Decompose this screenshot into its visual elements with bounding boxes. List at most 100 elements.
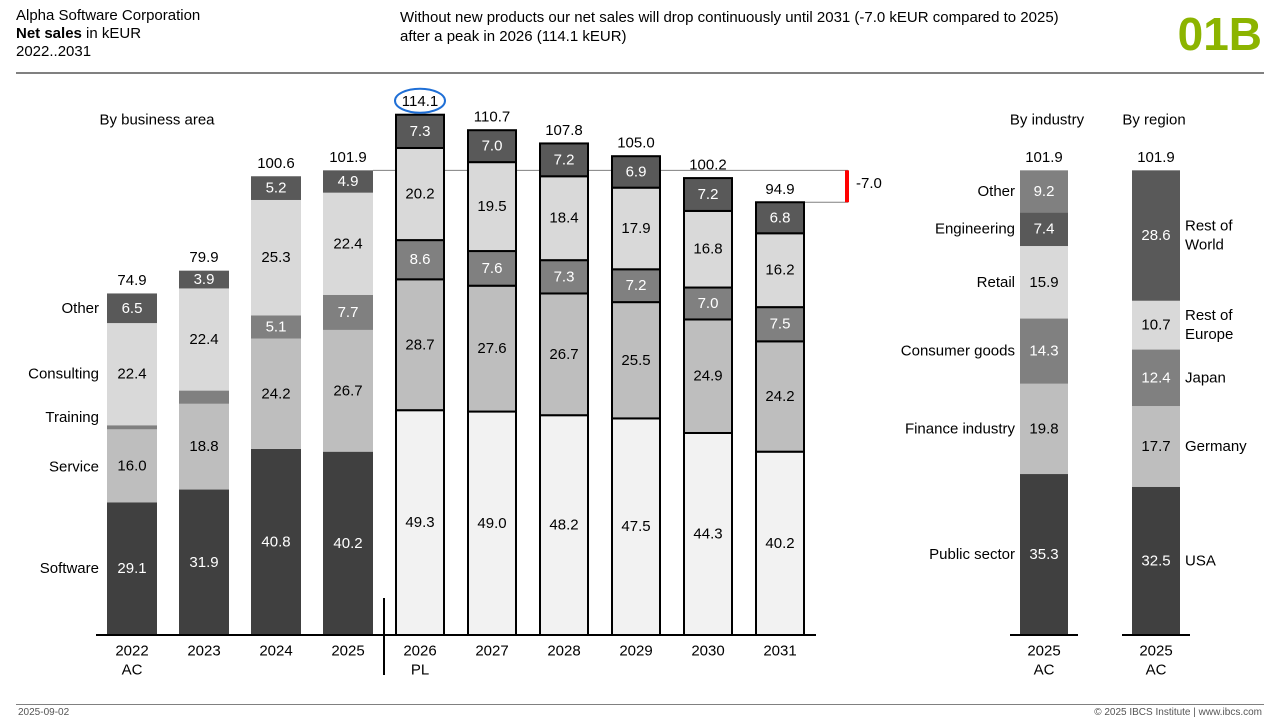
- data-label: 7.0: [482, 138, 503, 155]
- bar-segment-consulting: [323, 192, 373, 295]
- total-label: 105.0: [617, 135, 655, 152]
- data-label: 7.0: [698, 295, 719, 312]
- bar-segment-germany: [1132, 406, 1180, 487]
- data-label: 22.4: [333, 235, 362, 252]
- data-label: 22.4: [117, 366, 146, 383]
- bar-segment-consumer-goods: [1020, 318, 1068, 384]
- data-label: 35.3: [1029, 546, 1058, 563]
- category-label: 2028: [547, 643, 580, 660]
- data-label: 14.3: [1029, 343, 1058, 360]
- delta-label: -7.0: [856, 175, 882, 192]
- bar-segment-other: [755, 201, 805, 235]
- data-label: 18.4: [549, 210, 578, 227]
- data-label: 48.2: [549, 517, 578, 534]
- data-label: 7.3: [554, 268, 575, 285]
- bar-segment-software: [323, 451, 373, 635]
- data-label: 6.5: [122, 300, 143, 317]
- total-label: 101.9: [1137, 149, 1175, 166]
- bar-segment-retail: [1020, 246, 1068, 319]
- data-label: 20.2: [405, 186, 434, 203]
- data-label: 22.4: [189, 331, 218, 348]
- data-label: 10.7: [1141, 317, 1170, 334]
- data-label: 18.8: [189, 438, 218, 455]
- key-message-line-1: Without new products our net sales will …: [400, 9, 1059, 26]
- bar-segment-other: [251, 176, 301, 200]
- bar-segment-software: [611, 417, 661, 636]
- bar-segment-training: [755, 306, 805, 343]
- data-label: 3.9: [194, 271, 215, 288]
- data-label: 7.7: [338, 304, 359, 321]
- bar-segment-japan: [1132, 349, 1180, 407]
- total-label: 100.6: [257, 155, 295, 172]
- measure-title: Net sales in kEUR: [16, 25, 200, 43]
- legend-service: Service: [49, 458, 99, 475]
- bar-segment-software: [683, 431, 733, 636]
- legend-retail: Retail: [977, 274, 1015, 291]
- bar-segment-service: [467, 284, 517, 413]
- bar-segment-consulting: [107, 323, 157, 426]
- data-label: 44.3: [693, 525, 722, 542]
- data-label: 25.5: [621, 352, 650, 369]
- data-label: 24.9: [693, 368, 722, 385]
- bar-segment-other: [179, 270, 229, 289]
- bar-segment-training: [395, 239, 445, 281]
- bar-segment-consulting: [683, 209, 733, 289]
- data-label: 5.2: [266, 180, 287, 197]
- data-label: 17.9: [621, 220, 650, 237]
- data-label: 7.2: [626, 277, 647, 294]
- bar-segment-consulting: [395, 146, 445, 242]
- bar-segment-finance-industry: [1020, 383, 1068, 475]
- data-label: 19.8: [1029, 420, 1058, 437]
- data-label: 16.2: [765, 262, 794, 279]
- data-label: 26.7: [549, 346, 578, 363]
- data-label: 6.8: [770, 209, 791, 226]
- bar-segment-software: [251, 448, 301, 635]
- key-message-line-2: after a peak in 2026 (114.1 kEUR): [400, 28, 627, 45]
- bar-segment-software: [107, 502, 157, 635]
- bar-segment-other: [395, 113, 445, 149]
- footer-date: 2025-09-02: [18, 707, 70, 718]
- category-label: 2022: [115, 643, 148, 660]
- data-label: 15.9: [1029, 274, 1058, 291]
- scenario-label: AC: [122, 662, 143, 679]
- data-label: 47.5: [621, 518, 650, 535]
- legend-rest-of-world: World: [1185, 237, 1224, 254]
- bar-segment-service: [107, 429, 157, 503]
- scenario-label: PL: [411, 662, 429, 679]
- total-label: 101.9: [1025, 149, 1063, 166]
- legend-training: Training: [45, 409, 99, 426]
- data-label: 5.1: [266, 318, 287, 335]
- category-label: 2029: [619, 643, 652, 660]
- company-name: Alpha Software Corporation: [16, 7, 201, 24]
- footer-copyright: © 2025 IBCS Institute | www.ibcs.com: [1094, 707, 1262, 718]
- bar-segment-consulting: [251, 199, 301, 316]
- bar-segment-other: [611, 155, 661, 189]
- category-label: 2026: [403, 643, 436, 660]
- bar-segment-other: [539, 142, 589, 178]
- bar-segment-other: [323, 170, 373, 193]
- scenario-label: AC: [1146, 662, 1167, 679]
- legend-germany: Germany: [1185, 438, 1247, 455]
- report-header: Alpha Software Corporation Net sales in …: [16, 7, 200, 61]
- bar-segment-software: [179, 489, 229, 635]
- legend-consulting: Consulting: [28, 366, 99, 383]
- data-label: 24.2: [765, 388, 794, 405]
- data-label: 7.6: [482, 260, 503, 277]
- bar-segment-training: [467, 250, 517, 287]
- data-label: 32.5: [1141, 552, 1170, 569]
- total-label: 74.9: [117, 272, 146, 289]
- legend-software: Software: [40, 560, 99, 577]
- total-label: 79.9: [189, 249, 218, 266]
- category-label: 2027: [475, 643, 508, 660]
- data-label: 7.5: [770, 316, 791, 333]
- data-label: 40.2: [333, 535, 362, 552]
- data-label: 27.6: [477, 340, 506, 357]
- bar-segment-service: [755, 340, 805, 453]
- bar-segment-other: [683, 177, 733, 212]
- category-label: 2025: [1027, 643, 1060, 660]
- bar-segment-rest-of-europe: [1132, 300, 1180, 350]
- bar-segment-training: [683, 286, 733, 321]
- bar-segment-consulting: [179, 288, 229, 391]
- measure-unit: in kEUR: [81, 25, 142, 42]
